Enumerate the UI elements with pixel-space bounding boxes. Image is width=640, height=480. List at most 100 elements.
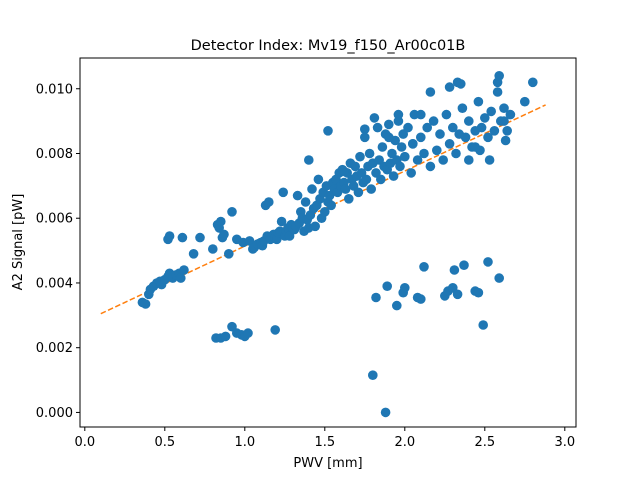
- x-tick-label: 0.5: [154, 435, 175, 450]
- data-point: [224, 249, 234, 259]
- data-point: [164, 231, 175, 241]
- data-point: [425, 161, 436, 172]
- data-point: [480, 113, 490, 123]
- data-point: [208, 244, 218, 254]
- axes-frame: [79, 57, 577, 428]
- data-point: [464, 116, 474, 126]
- data-point: [425, 87, 436, 97]
- data-point: [489, 126, 500, 136]
- data-point: [470, 142, 481, 152]
- y-tick-label: 0.004: [36, 276, 73, 291]
- plot-area: [79, 57, 577, 428]
- data-point: [368, 370, 378, 381]
- data-point: [416, 294, 426, 304]
- data-point: [292, 190, 303, 201]
- x-axis-label: PWV [mm]: [293, 456, 362, 471]
- data-point: [400, 283, 410, 293]
- data-point: [392, 300, 402, 311]
- data-point: [340, 184, 351, 194]
- data-point: [408, 139, 418, 149]
- data-point: [195, 232, 205, 243]
- data-point: [388, 171, 399, 181]
- data-point: [473, 96, 484, 107]
- y-tick-label: 0.008: [36, 147, 73, 162]
- data-point: [456, 79, 466, 89]
- data-point: [483, 132, 493, 143]
- data-point: [419, 262, 429, 272]
- data-point: [412, 155, 423, 165]
- data-point: [366, 184, 377, 194]
- data-point: [460, 132, 471, 143]
- x-axis: 0.0 0.5 1.0 1.5 2.0 2.5 3.0: [74, 427, 575, 450]
- data-point: [179, 265, 189, 275]
- x-tick-label: 1.0: [234, 435, 255, 450]
- x-tick-label: 0.0: [74, 435, 95, 450]
- data-point: [422, 122, 433, 133]
- data-point: [449, 265, 460, 275]
- data-point: [400, 151, 410, 162]
- data-point: [483, 257, 493, 267]
- data-point: [494, 273, 505, 283]
- data-point: [353, 187, 364, 198]
- data-point: [140, 299, 151, 309]
- data-point: [384, 132, 394, 143]
- data-point: [452, 289, 463, 300]
- data-point: [188, 249, 199, 259]
- data-point: [326, 200, 337, 211]
- data-point: [339, 166, 349, 177]
- points-layer: [137, 71, 538, 418]
- data-point: [499, 103, 509, 113]
- data-point: [441, 109, 452, 120]
- data-point: [364, 148, 375, 159]
- x-tick-label: 2.0: [394, 435, 415, 450]
- data-point: [307, 184, 317, 194]
- y-axis: 0.000 0.002 0.004 0.006 0.008 0.010: [36, 82, 80, 421]
- data-point: [432, 145, 442, 156]
- data-point: [435, 129, 445, 139]
- data-point: [177, 232, 188, 243]
- data-point: [377, 142, 388, 152]
- data-point: [350, 161, 361, 172]
- data-point: [300, 197, 311, 207]
- data-point: [320, 207, 330, 217]
- data-point: [264, 197, 274, 207]
- data-point: [476, 122, 487, 133]
- data-point: [393, 109, 404, 120]
- data-point: [494, 71, 505, 81]
- data-point: [486, 106, 497, 117]
- data-point: [505, 109, 516, 120]
- data-point: [304, 155, 314, 165]
- data-point: [406, 168, 417, 178]
- data-point: [227, 207, 237, 217]
- data-point: [528, 77, 538, 88]
- data-point: [457, 103, 468, 113]
- y-tick-label: 0.002: [36, 341, 73, 356]
- data-point: [243, 328, 253, 338]
- x-tick-label: 3.0: [554, 435, 575, 450]
- data-point: [444, 82, 455, 92]
- data-point: [323, 126, 333, 136]
- data-point: [419, 148, 429, 159]
- data-point: [313, 174, 324, 185]
- chart-title: Detector Index: Mv19_f150_Ar00c01B: [191, 38, 466, 54]
- data-point: [216, 216, 226, 227]
- data-point: [459, 260, 469, 271]
- data-point: [451, 148, 461, 159]
- data-point: [484, 155, 495, 165]
- data-point: [360, 124, 370, 134]
- data-point: [369, 113, 380, 123]
- data-point: [371, 292, 381, 303]
- data-point: [395, 161, 405, 172]
- data-point: [520, 96, 530, 107]
- data-point: [448, 122, 458, 133]
- data-point: [361, 174, 372, 185]
- y-axis-label: A2 Signal [pW]: [11, 194, 26, 291]
- data-point: [492, 87, 503, 97]
- data-point: [438, 155, 449, 165]
- x-tick-label: 2.5: [474, 435, 495, 450]
- data-point: [355, 151, 365, 162]
- data-point: [384, 119, 394, 130]
- y-tick-label: 0.000: [36, 406, 73, 421]
- data-point: [464, 155, 474, 165]
